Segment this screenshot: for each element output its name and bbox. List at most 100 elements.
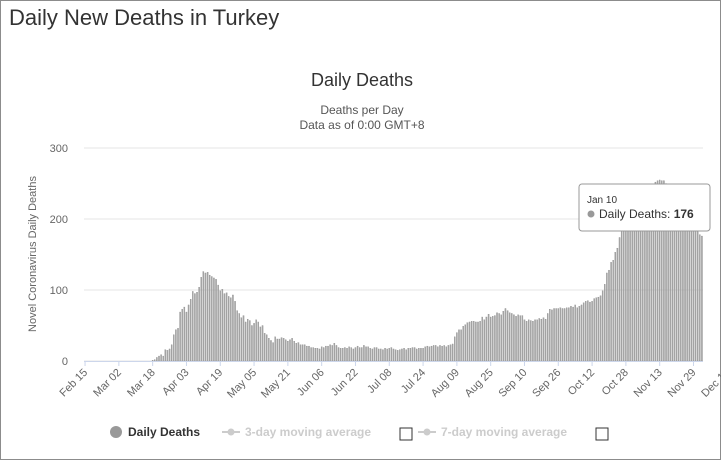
bar[interactable] — [555, 308, 557, 362]
bar[interactable] — [232, 294, 234, 362]
bar[interactable] — [468, 321, 471, 362]
bar[interactable] — [608, 269, 610, 362]
bar[interactable] — [154, 359, 156, 362]
bar[interactable] — [610, 262, 612, 362]
bar[interactable] — [196, 292, 198, 362]
bar[interactable] — [635, 211, 638, 362]
bar[interactable] — [162, 355, 164, 362]
bar[interactable] — [597, 296, 600, 362]
bar[interactable] — [530, 320, 532, 362]
bar[interactable] — [200, 277, 202, 362]
bar[interactable] — [424, 346, 426, 362]
bar[interactable] — [606, 272, 608, 362]
bar[interactable] — [473, 321, 475, 362]
bar[interactable] — [342, 348, 344, 362]
bar[interactable] — [314, 348, 317, 362]
bar[interactable] — [544, 318, 547, 362]
bar[interactable] — [356, 345, 359, 362]
bar[interactable] — [694, 226, 697, 362]
bar[interactable] — [623, 229, 625, 362]
bar[interactable] — [464, 324, 467, 362]
bar[interactable] — [521, 315, 524, 362]
bar[interactable] — [563, 308, 566, 362]
bar[interactable] — [329, 344, 331, 362]
bar[interactable] — [325, 345, 327, 362]
bar[interactable] — [225, 292, 228, 362]
bar[interactable] — [358, 347, 361, 362]
bar[interactable] — [481, 316, 483, 362]
bar[interactable] — [435, 345, 437, 362]
bar[interactable] — [375, 347, 378, 362]
bar[interactable] — [616, 247, 619, 362]
bar[interactable] — [487, 314, 490, 362]
bar[interactable] — [595, 297, 598, 362]
bar[interactable] — [371, 348, 374, 362]
bar[interactable] — [580, 304, 583, 362]
bar[interactable] — [312, 347, 314, 362]
bar[interactable] — [633, 216, 636, 362]
bar[interactable] — [339, 348, 342, 362]
bar[interactable] — [384, 348, 386, 362]
bar[interactable] — [348, 346, 350, 362]
bar[interactable] — [409, 348, 412, 362]
bar[interactable] — [407, 348, 409, 362]
bar[interactable] — [198, 287, 200, 362]
bar[interactable] — [587, 300, 589, 362]
bar[interactable] — [306, 345, 308, 362]
bar[interactable] — [479, 321, 481, 362]
bar[interactable] — [390, 347, 393, 362]
bar[interactable] — [272, 342, 274, 362]
bar[interactable] — [323, 347, 325, 362]
bar[interactable] — [504, 308, 507, 362]
bar[interactable] — [540, 318, 543, 362]
bar[interactable] — [202, 271, 205, 362]
bar[interactable] — [511, 313, 513, 362]
bar[interactable] — [263, 333, 266, 362]
bar[interactable] — [259, 326, 262, 362]
bar[interactable] — [175, 329, 177, 362]
bar[interactable] — [388, 348, 390, 362]
bar[interactable] — [185, 311, 188, 362]
bar[interactable] — [629, 221, 631, 362]
bar[interactable] — [411, 347, 414, 362]
bar[interactable] — [418, 348, 420, 362]
bar[interactable] — [618, 237, 621, 362]
bar[interactable] — [485, 316, 488, 362]
bar[interactable] — [515, 316, 517, 362]
bar[interactable] — [538, 318, 540, 362]
bar[interactable] — [578, 306, 581, 362]
bar[interactable] — [697, 231, 699, 362]
bar[interactable] — [399, 349, 401, 362]
bar[interactable] — [249, 320, 251, 362]
bar[interactable] — [557, 308, 559, 362]
bar[interactable] — [549, 309, 551, 362]
bar[interactable] — [240, 317, 243, 362]
bar[interactable] — [299, 344, 302, 362]
bar[interactable] — [179, 311, 181, 362]
bar[interactable] — [274, 336, 276, 362]
bar[interactable] — [451, 343, 454, 362]
bar[interactable] — [223, 293, 226, 362]
bar[interactable] — [601, 290, 604, 362]
bar[interactable] — [513, 314, 515, 362]
bar[interactable] — [576, 307, 579, 362]
bar[interactable] — [293, 340, 295, 362]
bar[interactable] — [432, 345, 435, 362]
bar[interactable] — [483, 319, 486, 362]
bar[interactable] — [308, 345, 310, 362]
bar[interactable] — [310, 347, 312, 362]
bar[interactable] — [156, 357, 158, 362]
bar[interactable] — [454, 336, 456, 362]
bar[interactable] — [502, 311, 505, 362]
bar[interactable] — [553, 308, 555, 362]
bar[interactable] — [701, 235, 703, 362]
bar[interactable] — [591, 301, 593, 362]
bar[interactable] — [534, 319, 536, 362]
bar[interactable] — [426, 345, 429, 362]
bar[interactable] — [255, 319, 257, 362]
bar[interactable] — [276, 338, 279, 362]
bar[interactable] — [458, 329, 460, 362]
bar[interactable] — [187, 304, 190, 362]
bar[interactable] — [337, 347, 340, 362]
bar[interactable] — [498, 313, 500, 362]
